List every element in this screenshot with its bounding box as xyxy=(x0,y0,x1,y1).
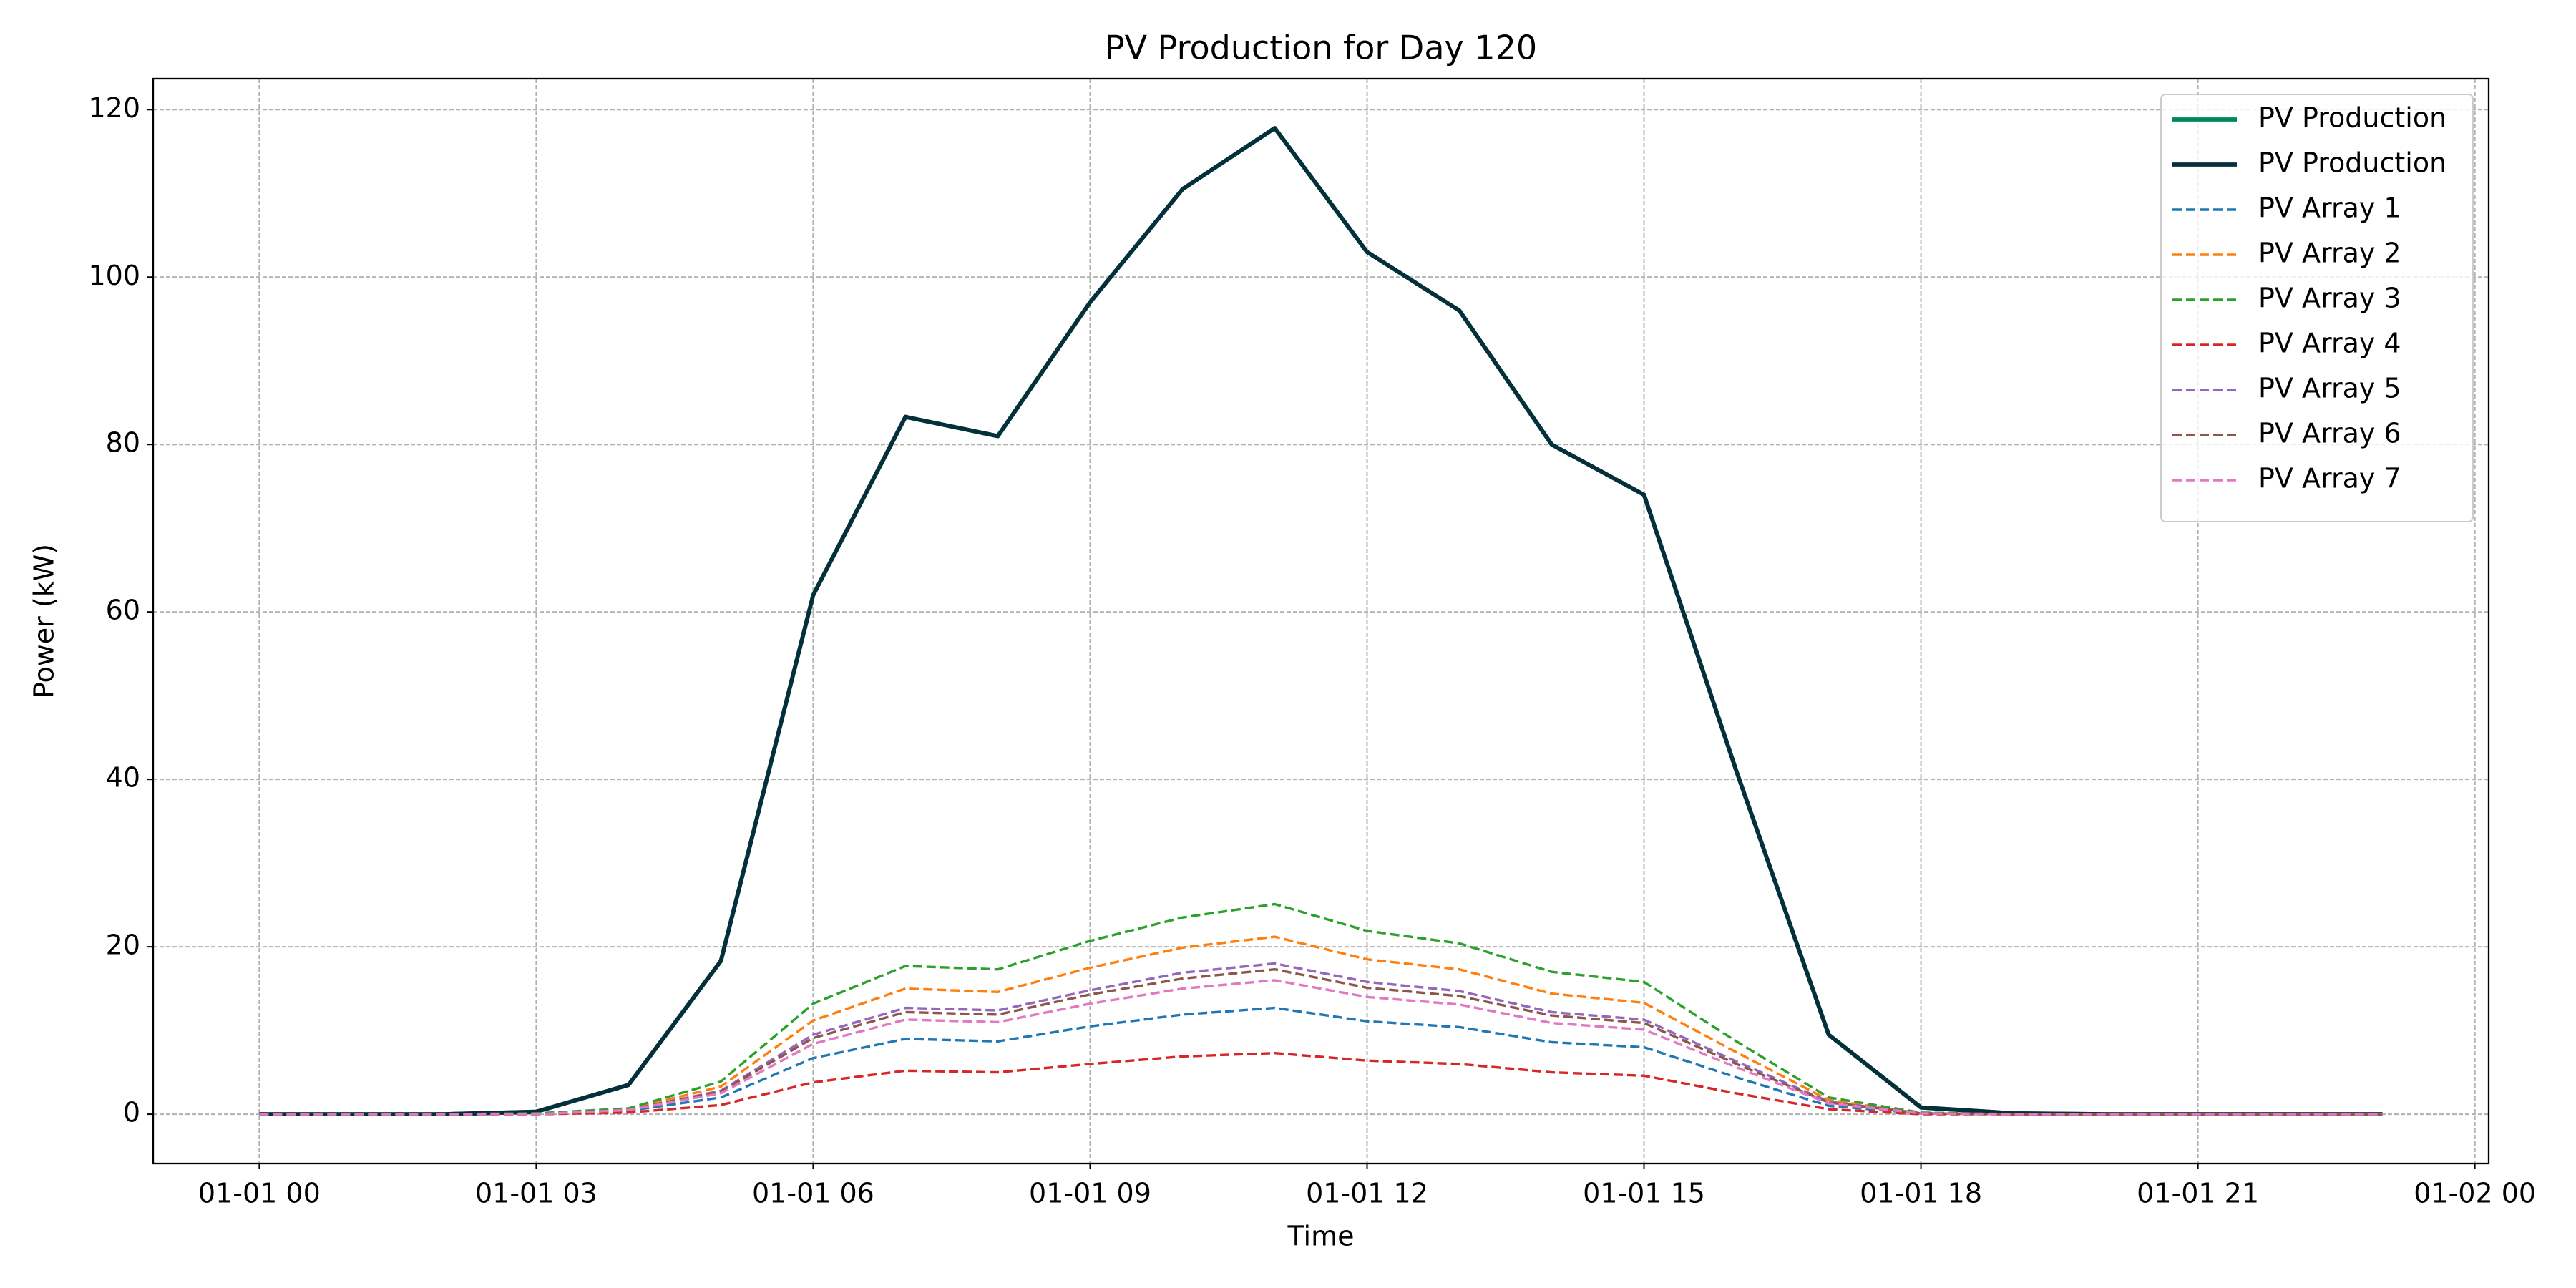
legend-label: PV Array 7 xyxy=(2258,463,2401,494)
legend-label: PV Array 4 xyxy=(2258,328,2401,359)
x-tick-label: 01-01 00 xyxy=(198,1178,321,1209)
y-tick-label: 20 xyxy=(106,930,140,961)
y-tick-label: 120 xyxy=(88,92,140,124)
y-tick-label: 0 xyxy=(123,1097,140,1128)
x-tick-label: 01-02 00 xyxy=(2414,1178,2536,1209)
y-tick-label: 80 xyxy=(106,427,140,459)
y-axis-label: Power (kW) xyxy=(29,544,60,698)
legend-label: PV Array 5 xyxy=(2258,373,2401,404)
x-tick-label: 01-01 06 xyxy=(752,1178,874,1209)
x-tick-label: 01-01 12 xyxy=(1306,1178,1428,1209)
x-tick-label: 01-01 03 xyxy=(475,1178,597,1209)
series-line xyxy=(259,1052,2383,1116)
x-tick-label: 01-01 15 xyxy=(1583,1178,1705,1209)
legend-label: PV Array 2 xyxy=(2258,238,2401,269)
legend-box xyxy=(2160,94,2474,522)
legend-label: PV Production xyxy=(2258,102,2446,134)
series-line xyxy=(259,902,2383,1116)
chart-title: PV Production for Day 120 xyxy=(1105,29,1537,67)
legend-label: PV Production xyxy=(2258,147,2446,179)
legend-label: PV Array 1 xyxy=(2258,192,2401,224)
y-tick-label: 100 xyxy=(88,260,140,291)
y-tick-label: 40 xyxy=(106,762,140,794)
x-tick-label: 01-01 09 xyxy=(1029,1178,1151,1209)
x-tick-label: 01-01 18 xyxy=(1860,1178,1982,1209)
plot-frame xyxy=(152,77,2490,1165)
series-line xyxy=(259,979,2383,1116)
legend-label: PV Array 6 xyxy=(2258,418,2401,449)
y-tick-label: 60 xyxy=(106,595,140,626)
x-axis-label: Time xyxy=(1287,1221,1355,1252)
legend-label: PV Array 3 xyxy=(2258,283,2401,314)
x-tick-label: 01-01 21 xyxy=(2137,1178,2259,1209)
